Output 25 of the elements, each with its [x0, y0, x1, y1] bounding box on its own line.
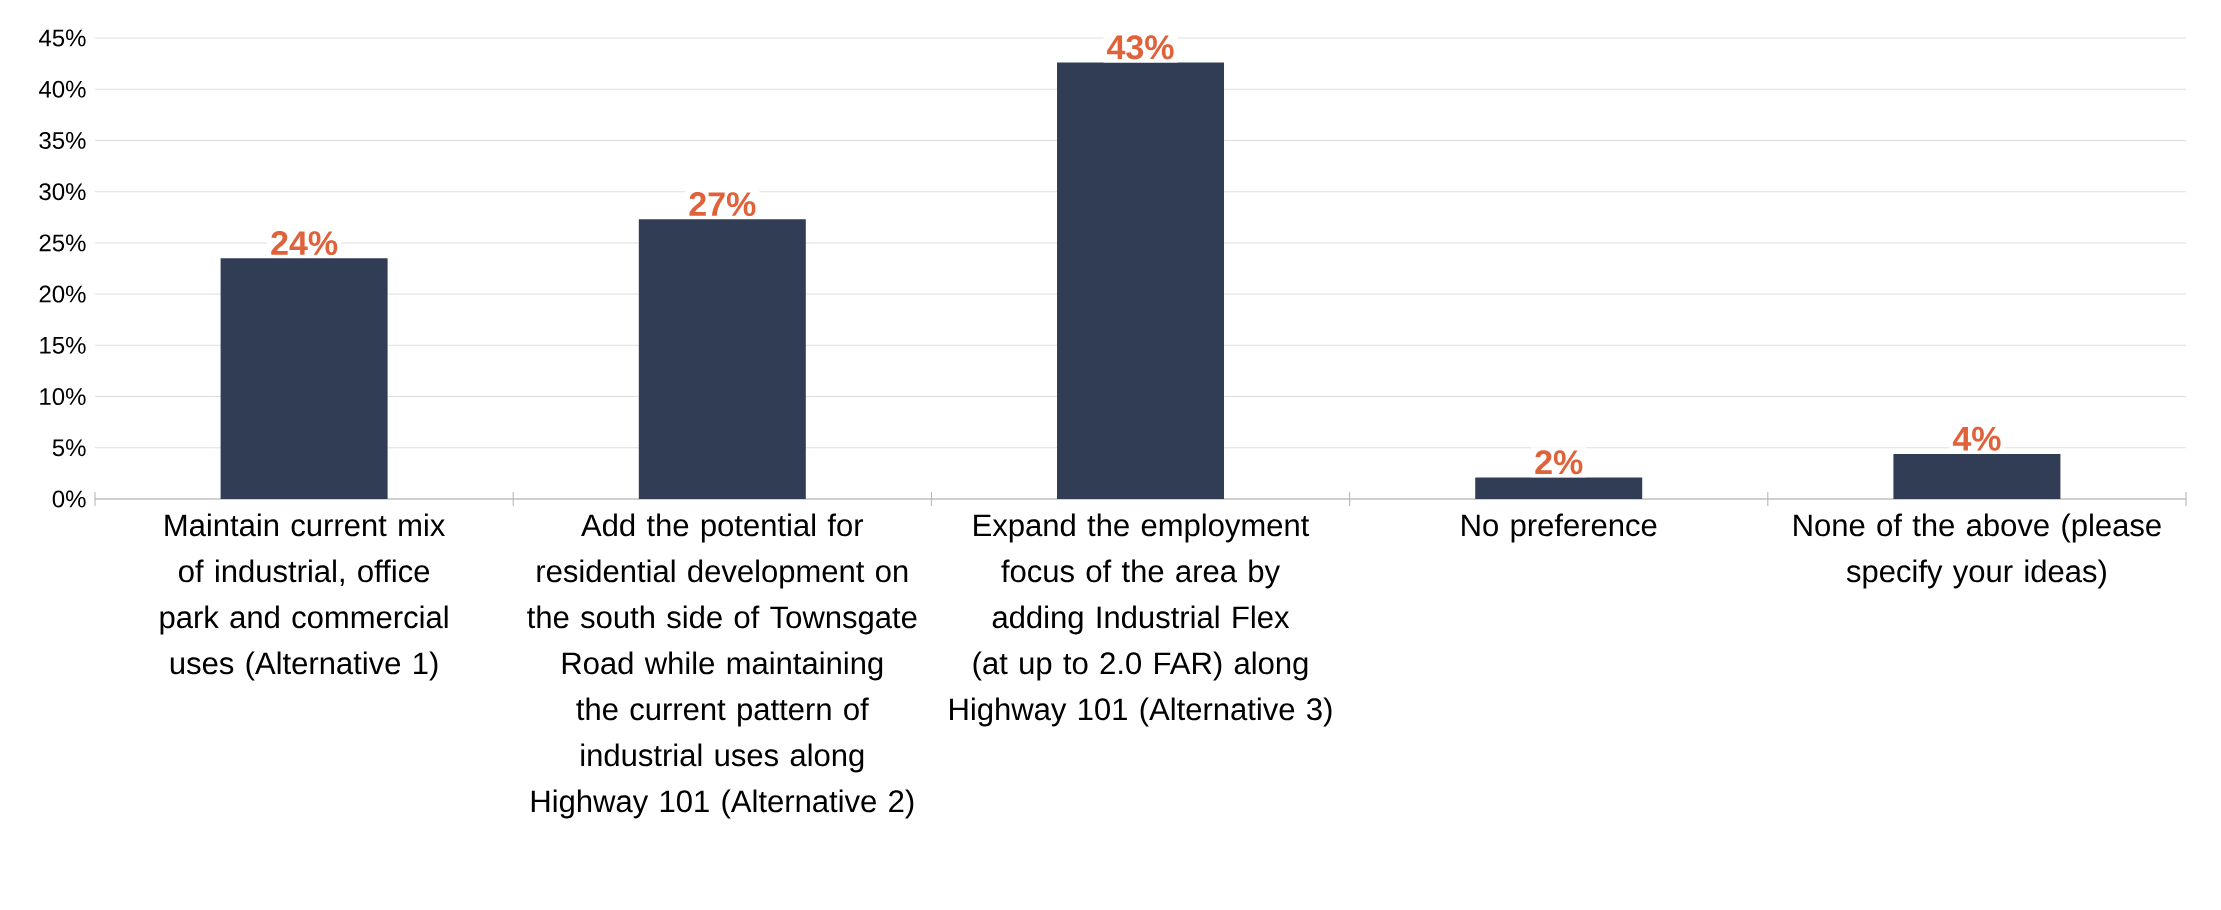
- y-tick-label: 20%: [39, 285, 86, 303]
- bar: [1475, 477, 1643, 499]
- y-tick-label: 30%: [39, 183, 86, 201]
- y-tick-label: 5%: [52, 439, 86, 457]
- y-tick-label: 45%: [38, 29, 86, 47]
- y-tick-label: 15%: [40, 336, 86, 354]
- data-label: 43%: [1107, 35, 1174, 60]
- y-tick-label: 25%: [39, 234, 86, 252]
- y-tick-label: 10%: [40, 388, 86, 406]
- bar: [1057, 62, 1225, 499]
- y-tick-label: 0%: [52, 490, 86, 508]
- data-label: 4%: [1952, 426, 2001, 451]
- bar: [1893, 453, 2061, 499]
- data-label: 24%: [271, 231, 338, 256]
- x-tick-label: No preference: [1462, 513, 1657, 543]
- bar: [220, 258, 388, 499]
- x-tick-label: Maintain current mix of industrial, office park and commercial uses (Alternative 1): [160, 513, 448, 681]
- y-tick-label: 35%: [39, 131, 86, 149]
- bar: [638, 219, 806, 499]
- x-tick-label: Expand the employment focus of the area by adding Industrial Flex (at up to 2.0 FAR) along Highway 101 (Alternative 3): [950, 513, 1332, 727]
- data-label: 2%: [1535, 450, 1583, 475]
- x-tick-label: None of the above (please specify your ideas): [1794, 513, 2161, 589]
- data-label: 27%: [689, 192, 756, 217]
- x-tick-label: Add the potential for residential development on the south side of Townsgate Road while maintaining the current pattern of industrial uses along Highway 101 (Alternative 2): [527, 513, 917, 819]
- y-tick-label: 40%: [38, 80, 86, 98]
